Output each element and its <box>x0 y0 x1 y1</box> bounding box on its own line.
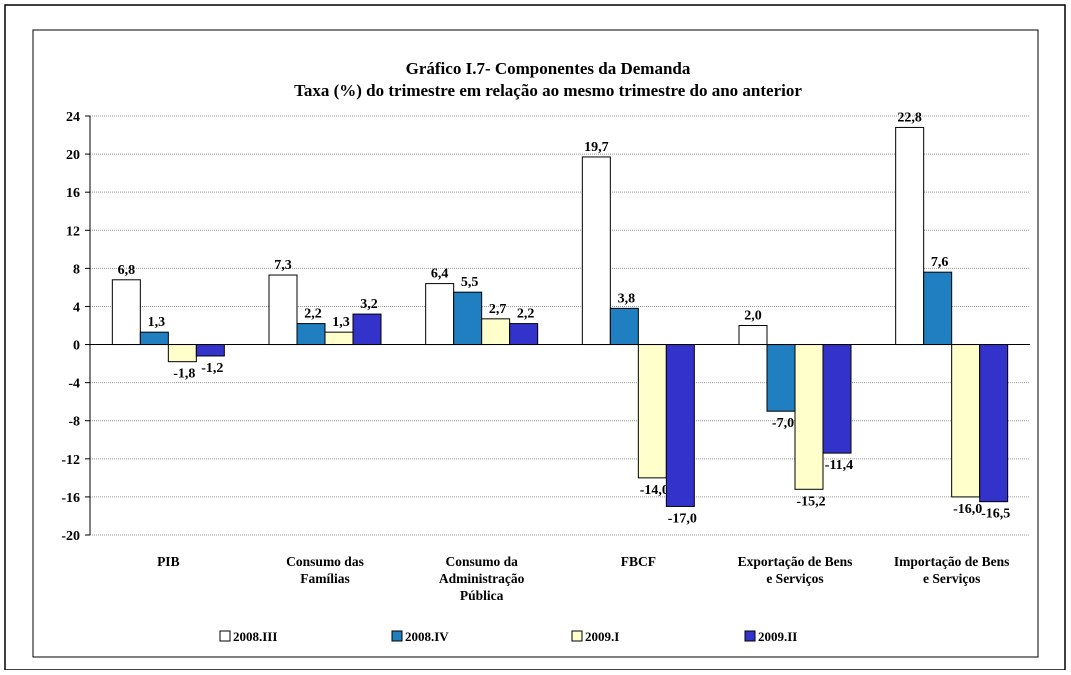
chart-subtitle: Taxa (%) do trimestre em relação ao mesm… <box>294 81 802 100</box>
bar <box>195 344 225 357</box>
x-tick-label: FBCF <box>560 553 716 570</box>
legend-label: 2008.III <box>233 629 277 644</box>
value-label: 3,2 <box>360 297 378 312</box>
bar <box>895 126 925 346</box>
bar <box>425 283 455 346</box>
bar <box>609 307 639 346</box>
value-label: -14,0 <box>640 483 669 498</box>
x-tick-label-line: FBCF <box>620 554 656 569</box>
x-tick-label: Consumo das Famílias <box>247 553 403 587</box>
legend-swatch <box>219 630 231 642</box>
y-tick-label: 12 <box>66 224 80 239</box>
x-tick-label-line: Exportação de Bens <box>737 554 853 569</box>
legend-label: 2008.IV <box>405 629 449 644</box>
y-tick-label: 8 <box>73 262 80 277</box>
x-tick-label: Exportação de Bens e Serviços <box>717 553 873 587</box>
x-tick-label-line: Pública <box>459 588 504 603</box>
y-tick-label: -8 <box>68 415 80 430</box>
bar <box>951 344 981 498</box>
bar <box>453 291 483 346</box>
x-tick-label-line: e Serviços <box>766 571 824 586</box>
value-label: 3,8 <box>618 291 636 306</box>
x-tick-label-line: Importação de Bens <box>893 554 1010 569</box>
bar <box>979 344 1009 503</box>
bar <box>352 313 382 346</box>
legend-swatch <box>744 630 756 642</box>
bar <box>167 344 197 363</box>
value-label: -17,0 <box>668 511 697 526</box>
chart-frame <box>32 29 1039 658</box>
bar <box>738 325 768 346</box>
x-tick-label-line: Famílias <box>300 571 350 586</box>
value-label: -16,0 <box>953 502 982 517</box>
value-label: 2,7 <box>489 302 507 317</box>
bar <box>509 323 539 346</box>
bar <box>268 274 298 346</box>
value-label: 19,7 <box>584 140 609 155</box>
bar <box>923 271 953 346</box>
chart-title: Gráfico I.7- Componentes da Demanda <box>406 59 691 78</box>
value-label: 7,3 <box>274 258 292 273</box>
value-label: 5,5 <box>461 275 479 290</box>
x-tick-label: PIB <box>90 553 246 570</box>
bar <box>665 344 695 507</box>
value-label: 2,2 <box>304 307 322 322</box>
value-label: 1,3 <box>332 315 350 330</box>
value-label: -15,2 <box>796 494 825 509</box>
y-tick-label: 0 <box>73 339 80 354</box>
bar <box>296 323 326 346</box>
value-label: 22,8 <box>897 110 922 125</box>
y-tick-label: -12 <box>61 453 80 468</box>
y-tick-label: -20 <box>61 529 80 544</box>
x-tick-label: Consumo da Administração Pública <box>404 553 560 604</box>
value-label: 1,3 <box>148 315 166 330</box>
value-label: -16,5 <box>981 507 1010 522</box>
bar <box>111 279 141 346</box>
bar <box>324 331 354 346</box>
value-label: -1,8 <box>173 367 195 382</box>
y-tick-label: 16 <box>66 186 80 201</box>
bar <box>822 344 852 454</box>
legend-swatch <box>571 630 583 642</box>
x-tick-label-line: e Serviços <box>922 571 981 586</box>
bar <box>481 318 511 346</box>
bar <box>637 344 667 479</box>
value-label: -1,2 <box>201 361 223 376</box>
value-label: 6,4 <box>431 267 449 282</box>
x-tick-label-line: Consumo da <box>445 554 518 569</box>
bar <box>581 156 611 346</box>
bar <box>139 331 169 346</box>
y-tick-label: -16 <box>61 491 80 506</box>
y-tick-label: 24 <box>66 110 80 125</box>
value-label: -11,4 <box>825 458 853 473</box>
y-tick-label: 20 <box>66 148 80 163</box>
value-label: 7,6 <box>931 255 949 270</box>
value-label: -7,0 <box>772 416 794 431</box>
x-tick-label: Importação de Bens e Serviços <box>874 553 1030 587</box>
x-tick-label-line: Consumo das <box>286 554 364 569</box>
value-label: 6,8 <box>118 263 136 278</box>
value-label: 2,2 <box>517 307 535 322</box>
y-tick-label: 4 <box>73 300 80 315</box>
legend-label: 2009.I <box>585 629 619 644</box>
value-label: 2,0 <box>744 309 762 324</box>
legend-label: 2009.II <box>758 629 797 644</box>
x-tick-label-line: PIB <box>157 554 180 569</box>
legend-swatch <box>391 630 403 642</box>
y-tick-label: -4 <box>68 377 80 392</box>
x-tick-label-line: Administração <box>438 571 525 586</box>
bar <box>766 344 796 412</box>
bar <box>794 344 824 490</box>
